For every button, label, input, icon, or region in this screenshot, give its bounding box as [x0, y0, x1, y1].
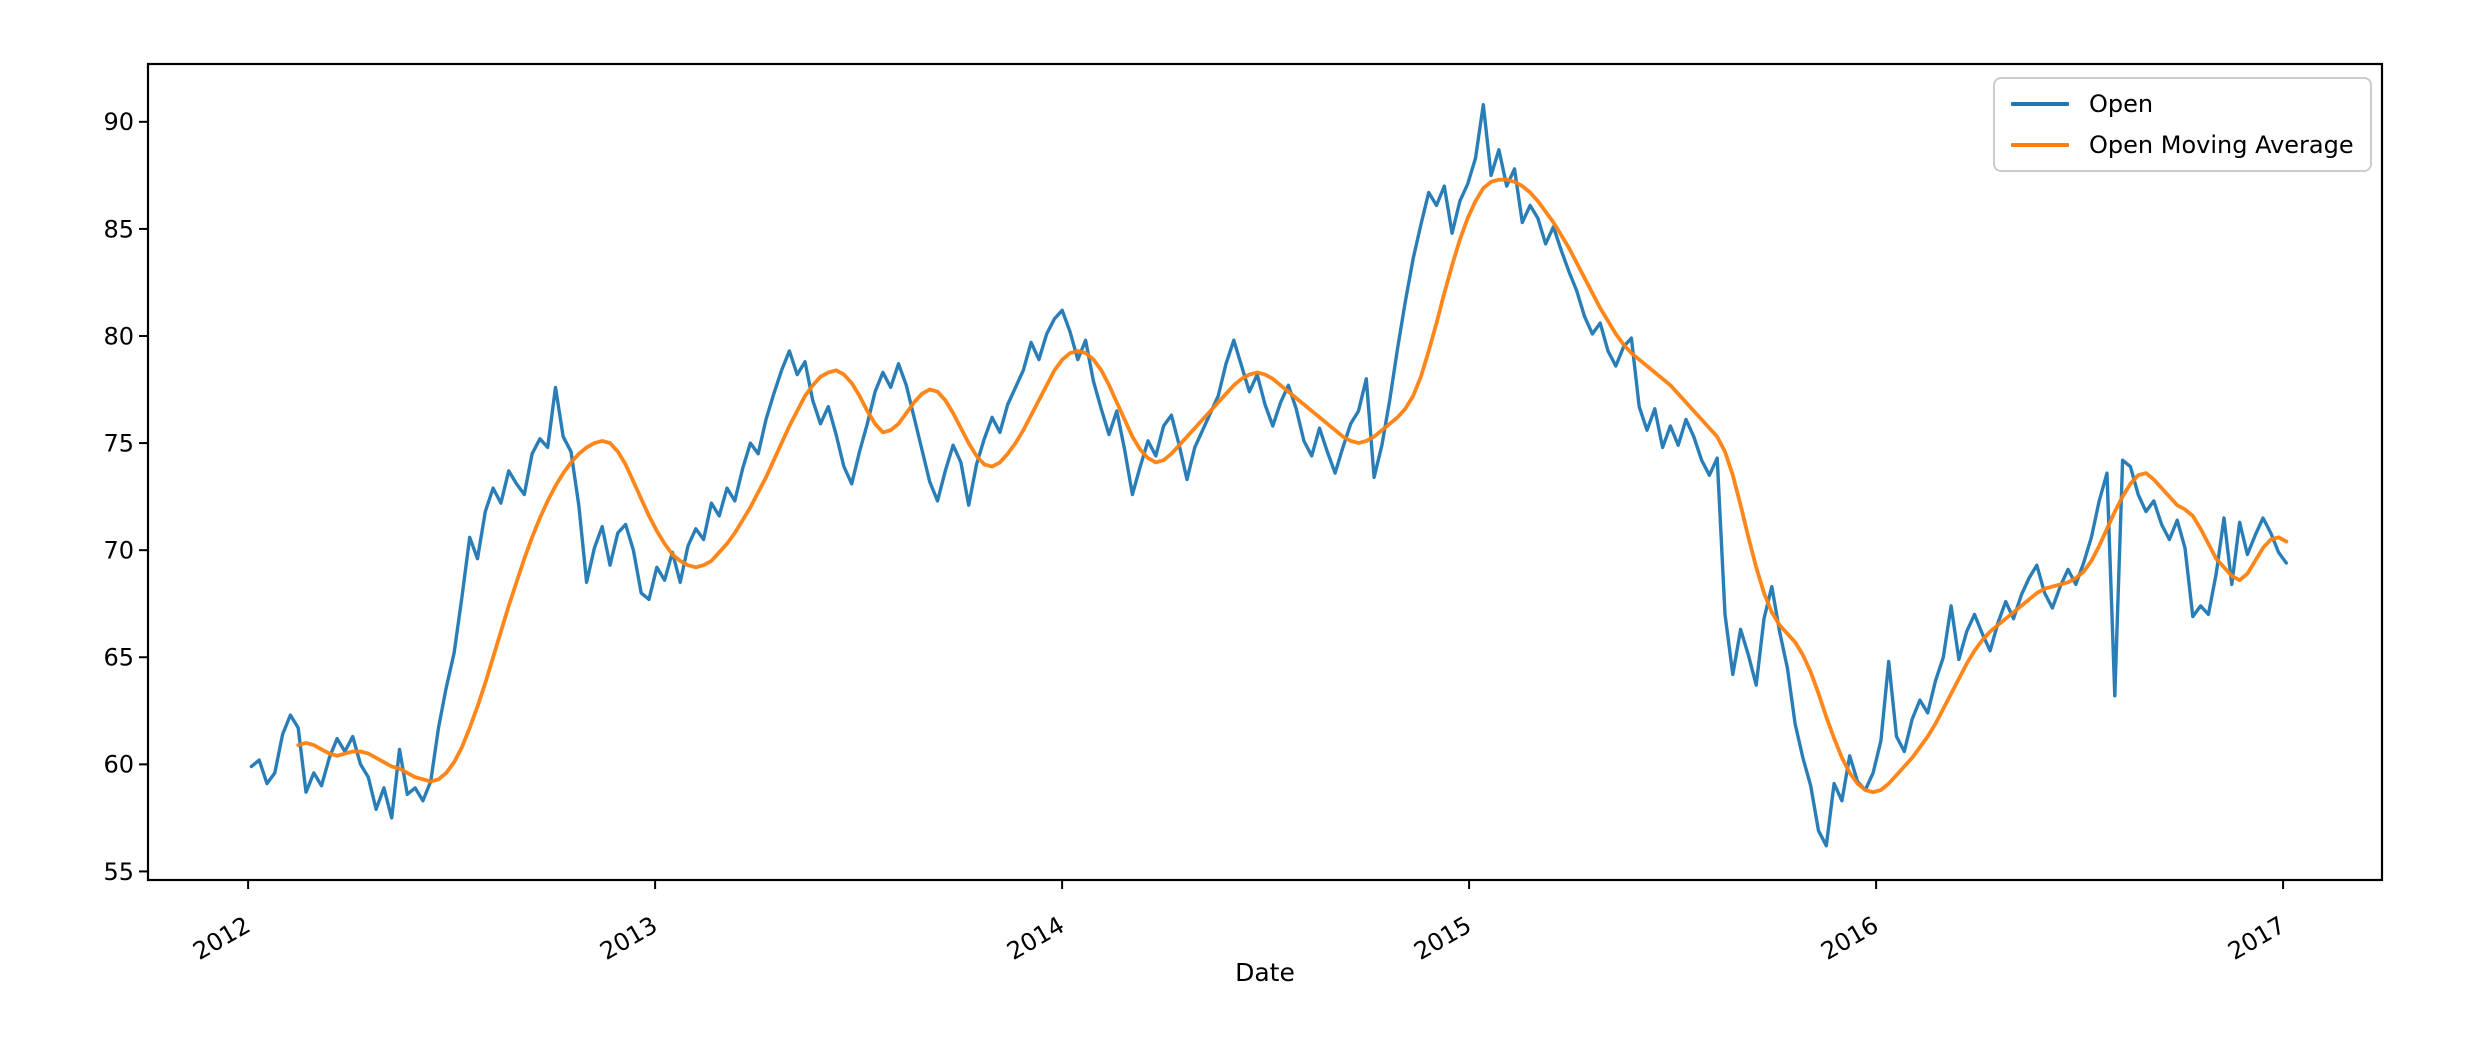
legend-entry-open: Open: [2011, 88, 2370, 120]
y-tick-label: 65: [103, 644, 134, 672]
legend-line-open-moving-average-icon: [2011, 143, 2069, 147]
y-tick-label: 55: [103, 858, 134, 886]
legend: Open Open Moving Average: [1993, 77, 2372, 172]
series-line-open-moving-average: [296, 177, 2289, 795]
legend-line-open-icon: [2011, 102, 2069, 106]
y-tick-label: 70: [103, 537, 134, 565]
legend-label-open: Open: [2089, 90, 2154, 118]
y-tick-label: 85: [103, 215, 134, 243]
y-tick-label: 60: [103, 751, 134, 779]
legend-label-open-moving-average: Open Moving Average: [2089, 131, 2354, 159]
x-axis-title: Date: [1235, 958, 1295, 987]
axes-spines: [146, 62, 2384, 882]
y-tick-label: 75: [103, 429, 134, 457]
legend-entry-open-moving-average: Open Moving Average: [2011, 129, 2370, 161]
series-line-open: [249, 102, 2289, 848]
y-tick-label: 90: [103, 108, 134, 136]
y-tick-label: 80: [103, 322, 134, 350]
